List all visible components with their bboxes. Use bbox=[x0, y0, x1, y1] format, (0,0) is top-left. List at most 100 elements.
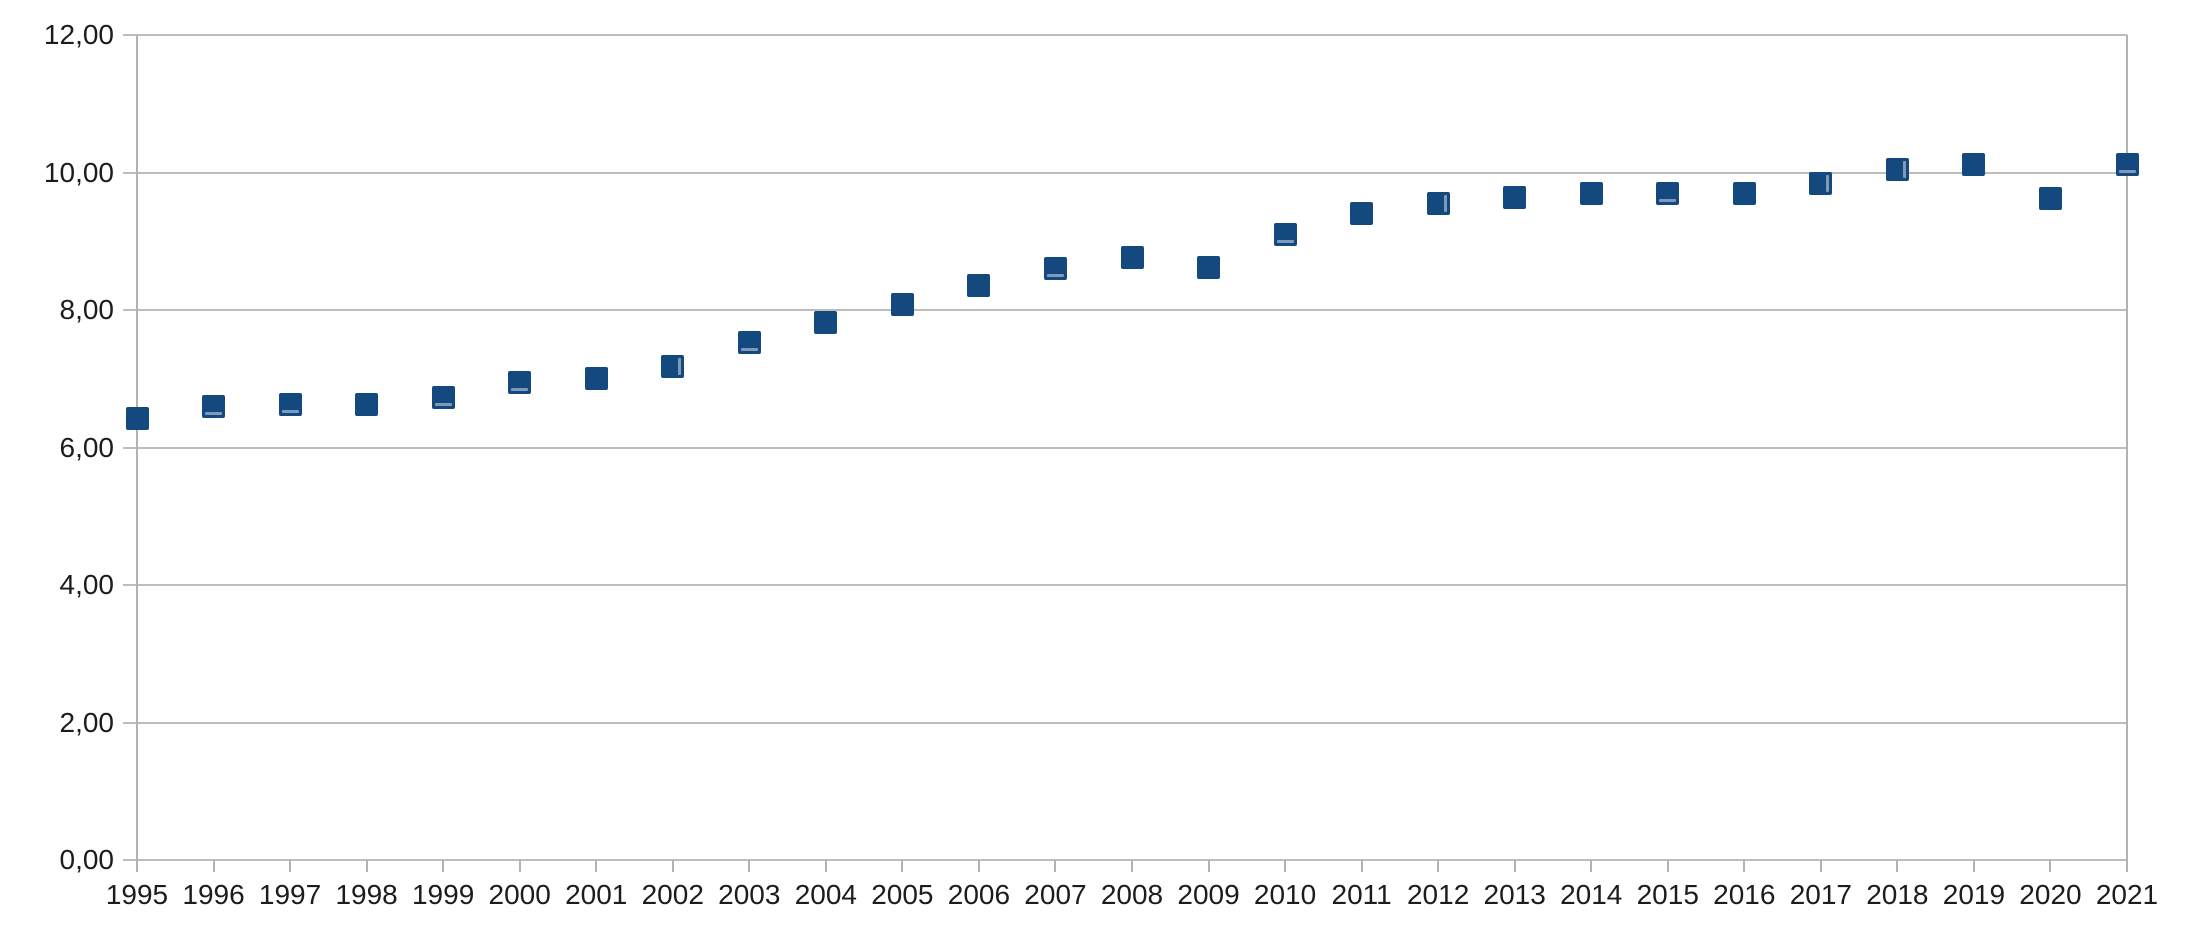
data-point-marker[interactable] bbox=[1656, 182, 1680, 206]
y-gridline bbox=[123, 584, 2127, 586]
y-gridline bbox=[123, 721, 2127, 724]
data-point-marker[interactable] bbox=[278, 392, 302, 416]
x-axis-tick bbox=[1743, 860, 1746, 872]
x-axis-tick-label: 2013 bbox=[1483, 879, 1546, 910]
data-point-marker[interactable] bbox=[584, 367, 608, 391]
x-axis-tick-label: 2010 bbox=[1253, 879, 1317, 910]
plot-right-border bbox=[2126, 35, 2128, 862]
y-axis-line bbox=[136, 35, 138, 862]
x-axis-tick bbox=[1666, 860, 1669, 872]
data-point-marker[interactable] bbox=[661, 354, 685, 378]
x-axis-tick-label: 2001 bbox=[565, 879, 628, 910]
y-gridline bbox=[123, 446, 2127, 449]
data-point-marker[interactable] bbox=[1120, 245, 1144, 269]
x-axis-tick-label: 1997 bbox=[258, 879, 322, 910]
y-gridline bbox=[123, 34, 2127, 36]
data-point-marker[interactable] bbox=[1579, 181, 1603, 205]
data-point-marker[interactable] bbox=[1885, 157, 1909, 181]
x-axis-tick bbox=[595, 860, 598, 872]
x-axis-tick bbox=[1207, 860, 1210, 872]
y-axis-tick-label: 8,00 bbox=[59, 294, 115, 325]
data-point-marker[interactable] bbox=[1503, 185, 1527, 209]
x-axis-tick bbox=[1896, 860, 1899, 872]
data-point-marker[interactable] bbox=[1962, 153, 1986, 177]
x-axis-tick bbox=[212, 860, 215, 872]
x-axis-tick bbox=[1590, 860, 1593, 872]
data-point-marker[interactable] bbox=[125, 407, 149, 431]
x-axis-tick-label: 2014 bbox=[1560, 879, 1623, 910]
x-axis-tick-label: 2009 bbox=[1177, 879, 1240, 910]
x-axis-tick bbox=[977, 860, 980, 872]
y-axis-tick-label: 6,00 bbox=[59, 431, 115, 463]
x-axis-tick bbox=[1360, 860, 1363, 872]
x-axis-tick-label: 2006 bbox=[947, 879, 1011, 910]
x-axis-tick-label: 2003 bbox=[718, 879, 781, 910]
data-point-marker[interactable] bbox=[967, 274, 991, 298]
data-point-marker[interactable] bbox=[508, 370, 532, 394]
x-axis-tick-label: 2011 bbox=[1331, 879, 1392, 910]
x-axis-tick-label: 2002 bbox=[641, 879, 704, 910]
x-axis-tick-label: 2018 bbox=[1866, 879, 1929, 910]
x-axis-tick bbox=[1819, 860, 1822, 872]
data-point-marker[interactable] bbox=[431, 385, 455, 409]
data-point-marker[interactable] bbox=[814, 310, 838, 334]
x-axis-tick bbox=[1284, 860, 1287, 872]
x-axis-tick-label: 2012 bbox=[1406, 879, 1470, 910]
y-axis-tick-label: 12,00 bbox=[43, 19, 114, 50]
x-axis-tick-label: 2007 bbox=[1024, 879, 1087, 910]
x-axis-tick bbox=[1972, 860, 1975, 872]
data-point-marker[interactable] bbox=[1197, 255, 1221, 279]
data-point-marker[interactable] bbox=[1043, 257, 1067, 281]
x-axis-tick bbox=[365, 860, 368, 872]
data-point-marker[interactable] bbox=[202, 394, 226, 418]
x-axis-tick bbox=[901, 860, 904, 872]
x-axis-tick-label: 2021 bbox=[2095, 879, 2159, 910]
x-axis-tick bbox=[442, 860, 445, 872]
data-point-marker[interactable] bbox=[1350, 202, 1374, 226]
x-axis-tick-label: 2020 bbox=[2019, 879, 2082, 910]
data-point-marker[interactable] bbox=[1426, 191, 1450, 215]
x-axis-tick-label: 2019 bbox=[1942, 879, 2006, 910]
x-axis-tick-label: 1999 bbox=[411, 879, 475, 910]
data-point-marker[interactable] bbox=[2115, 153, 2139, 177]
data-point-marker[interactable] bbox=[737, 330, 761, 354]
y-axis-tick-label: 10,00 bbox=[43, 156, 114, 188]
x-axis-tick-label: 2000 bbox=[488, 879, 551, 910]
x-axis-tick bbox=[136, 860, 138, 872]
y-gridline bbox=[123, 171, 2127, 174]
x-axis-tick bbox=[518, 860, 521, 872]
x-axis-tick bbox=[289, 860, 292, 872]
data-point-marker[interactable] bbox=[1809, 172, 1833, 195]
data-point-marker[interactable] bbox=[355, 393, 379, 417]
x-axis-tick bbox=[2126, 860, 2128, 872]
x-axis-tick-label: 1998 bbox=[335, 879, 398, 910]
y-gridline bbox=[123, 309, 2127, 311]
data-point-marker[interactable] bbox=[1732, 182, 1756, 206]
y-axis-tick-label: 0,00 bbox=[59, 844, 115, 875]
x-axis-tick-label: 2004 bbox=[794, 879, 857, 910]
data-point-marker[interactable] bbox=[1273, 222, 1297, 246]
x-axis-tick-label: 1996 bbox=[182, 879, 245, 910]
x-axis-tick bbox=[1054, 860, 1057, 872]
data-point-marker[interactable] bbox=[2038, 187, 2062, 211]
x-axis-tick bbox=[2049, 860, 2052, 872]
y-axis-tick-label: 2,00 bbox=[59, 706, 115, 738]
data-point-marker[interactable] bbox=[890, 293, 914, 316]
x-axis-tick-label: 2005 bbox=[871, 879, 934, 910]
x-axis-tick-label: 1995 bbox=[105, 879, 169, 910]
x-axis-tick bbox=[1513, 860, 1516, 872]
y-gridline bbox=[123, 859, 2127, 861]
x-axis-tick bbox=[748, 860, 751, 872]
y-axis-tick-label: 4,00 bbox=[59, 569, 115, 600]
x-axis-tick-label: 2008 bbox=[1100, 879, 1164, 910]
x-axis-tick bbox=[1131, 860, 1133, 872]
x-axis-tick bbox=[671, 860, 674, 872]
x-axis-tick bbox=[824, 860, 827, 872]
x-axis-tick-label: 2016 bbox=[1713, 879, 1776, 910]
